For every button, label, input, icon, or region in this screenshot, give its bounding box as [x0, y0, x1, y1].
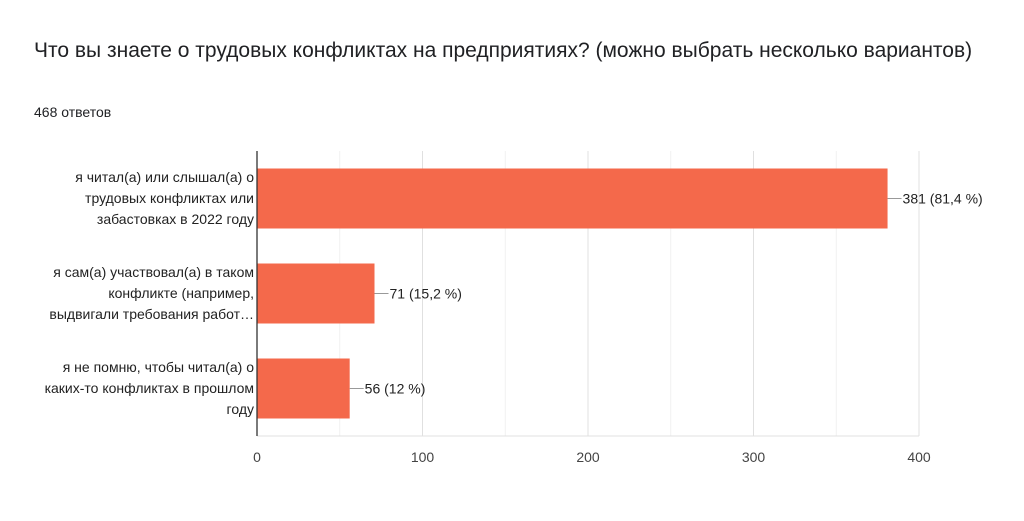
bar [257, 358, 350, 419]
category-label-line: году [226, 401, 254, 417]
x-tick-label: 300 [742, 449, 766, 465]
category-label-line: выдвигали требования работ… [49, 306, 254, 322]
category-label-line: забастовках в 2022 году [96, 211, 254, 227]
category-label: я не помню, чтобы читал(а) о каких-то кон… [4, 357, 254, 420]
category-label-line: я читал(а) или слышал(а) о [75, 169, 254, 185]
chart-title: Что вы знаете о трудовых конфликтах на п… [34, 39, 973, 62]
x-tick-label: 0 [253, 449, 261, 465]
data-label: 71 (15,2 %) [390, 286, 462, 302]
category-label: я сам(а) участвовал(а) в таком конфликте … [4, 262, 254, 325]
x-tick-label: 100 [411, 449, 435, 465]
data-label: 381 (81,4 %) [903, 191, 983, 207]
data-label: 56 (12 %) [365, 381, 426, 397]
bar [257, 263, 375, 324]
category-label-line: я не помню, чтобы читал(а) о [62, 359, 254, 375]
bar [257, 168, 888, 229]
response-count: 468 ответов [34, 104, 112, 120]
category-label-line: конфликте (например, [108, 285, 254, 301]
x-tick-label: 400 [907, 449, 931, 465]
category-label-line: трудовых конфликтах или [85, 190, 254, 206]
category-label: я читал(а) или слышал(а) о трудовых конфл… [4, 167, 254, 230]
category-label-line: я сам(а) участвовал(а) в таком [53, 264, 254, 280]
x-tick-label: 200 [576, 449, 600, 465]
category-label-line: каких-то конфликтах в прошлом [44, 380, 254, 396]
